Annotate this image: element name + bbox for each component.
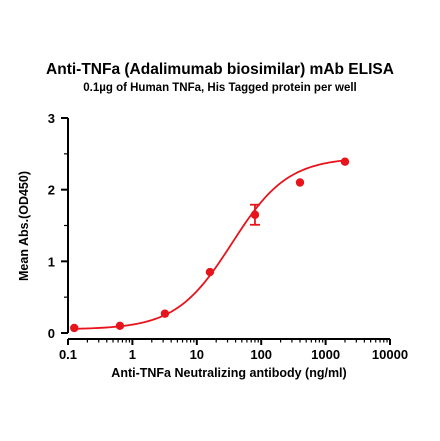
data-point <box>115 321 125 331</box>
x-tick-label: 1 <box>129 347 136 362</box>
x-axis-title: Anti-TNFa Neutralizing antibody (ng/ml) <box>111 366 346 380</box>
x-tick-label: 100 <box>250 347 272 362</box>
data-point <box>70 323 79 333</box>
y-tick-label: 2 <box>48 183 55 198</box>
x-tick-label: 1000 <box>311 347 340 362</box>
data-point <box>250 210 260 219</box>
chart-subtitle: 0.1µg of Human TNFa, His Tagged protein … <box>83 82 357 94</box>
x-tick-label: 0.1 <box>59 347 77 362</box>
y-ticks: 0 1 2 3 <box>48 111 68 341</box>
y-tick-label: 3 <box>48 111 55 126</box>
data-layer <box>70 157 350 333</box>
axes <box>67 118 390 340</box>
y-tick-label: 1 <box>48 254 55 269</box>
chart-title: Anti-TNFa (Adalimumab biosimilar) mAb EL… <box>46 61 394 78</box>
data-point <box>205 267 215 277</box>
data-point <box>160 309 170 318</box>
x-ticks: 0.1 1 10 100 1000 10000 <box>59 339 408 362</box>
y-axis-title: Mean Abs.(OD450) <box>17 171 31 281</box>
data-point <box>340 157 350 166</box>
x-tick-label: 10000 <box>372 347 408 362</box>
data-point <box>295 178 305 187</box>
x-tick-label: 10 <box>190 347 204 362</box>
fit-layer <box>74 159 346 330</box>
fit-curve <box>74 159 346 330</box>
y-tick-label: 0 <box>48 326 55 341</box>
